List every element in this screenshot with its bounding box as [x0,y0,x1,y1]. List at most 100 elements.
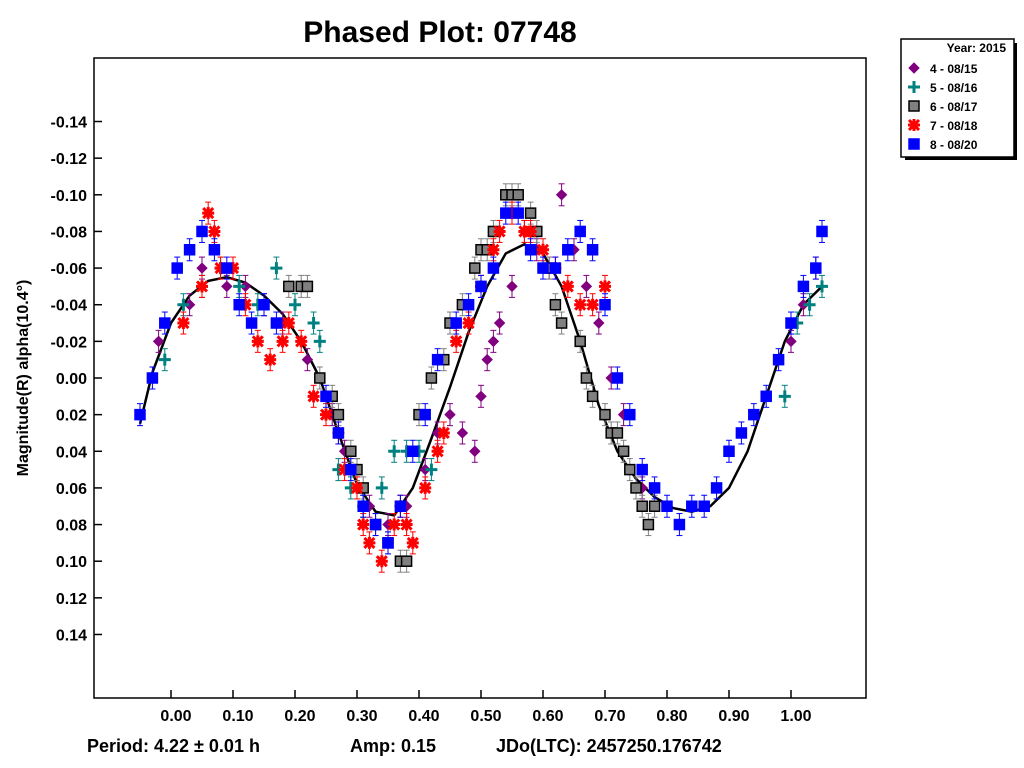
legend-symbol [908,81,920,93]
square-marker [487,262,500,274]
star-marker [431,445,444,458]
plus-marker [375,481,388,494]
diamond-marker [419,463,431,476]
diamond-marker [593,317,605,329]
data-point [375,476,388,500]
square-marker [450,317,462,329]
legend: Year: 2015 4 - 08/15 5 - 08/16 6 - 08/17 7 … [900,38,1017,160]
square-marker [407,445,419,458]
data-point [673,513,686,537]
legend-box [900,38,1015,158]
data-point [437,421,450,445]
star-marker [907,118,921,132]
square-marker [636,500,648,512]
data-point [239,293,252,317]
data-point [785,311,797,335]
data-point [816,274,828,298]
data-point [598,274,612,298]
chart-title: Phased Plot: 07748 [303,16,576,49]
y-tick-label: -0.08 [51,224,88,241]
diamond-marker [506,280,518,293]
period-label: Period: 4.22 ± 0.01 h [87,736,260,756]
square-marker [425,372,438,384]
data-point [301,274,314,298]
square-marker [810,262,822,274]
data-point [314,366,326,390]
diamond-marker [785,335,797,348]
star-marker [450,335,463,348]
diamond-marker [908,62,920,74]
diamond-marker [152,335,165,348]
star-marker [536,243,550,256]
data-point [624,458,636,482]
data-point [810,256,822,280]
x-tick-label: 0.40 [408,708,439,725]
data-point [735,421,748,445]
data-point [419,403,431,427]
data-point [803,293,816,317]
star-marker [518,225,531,238]
x-tick-label: 0.70 [594,708,625,725]
star-marker [419,481,432,494]
data-point [369,513,382,537]
square-marker [537,262,549,274]
data-point [562,238,574,262]
data-point [500,201,512,225]
square-marker [419,408,431,421]
data-point [593,311,605,335]
square-marker [661,500,673,512]
square-marker [400,555,413,567]
data-point [425,366,438,390]
square-marker [908,138,920,150]
square-marker [462,298,475,311]
plus-marker [289,298,301,311]
square-marker [369,518,382,531]
star-marker [505,207,519,220]
square-marker [630,482,642,494]
data-point [363,531,376,555]
data-point [636,458,648,482]
square-marker [283,280,295,293]
square-marker [586,390,599,403]
data-point [475,384,487,408]
x-tick-label: 0.00 [160,708,191,725]
square-marker [469,262,481,274]
diamond-marker [469,445,481,457]
square-marker [580,372,593,384]
series-5-08-16 [158,256,828,518]
square-marker [345,463,357,476]
data-point [400,549,413,573]
plus-marker [313,335,326,348]
data-point [407,439,419,463]
data-point [686,494,698,518]
star-marker [319,408,333,421]
data-point [524,238,537,262]
plus-marker [388,445,401,458]
data-point [301,348,314,372]
star-marker [239,298,252,311]
data-point [202,201,215,225]
x-axis: 0.00 0.10 0.20 0.30 0.40 0.50 0.60 0.70 0.80 0.90… [160,690,812,725]
star-marker [214,262,227,275]
square-marker [624,463,636,476]
star-marker [208,225,221,238]
square-marker [673,518,686,531]
data-point [760,384,772,408]
diamond-marker [797,299,810,311]
data-point [561,274,574,298]
star-marker [357,518,370,531]
series-8-08-20 [134,201,828,555]
data-point [574,293,587,317]
square-marker [562,244,574,256]
y-tick-label: 0.10 [56,554,87,571]
data-point [636,494,648,518]
data-point [537,256,549,280]
legend-symbol [907,118,921,132]
y-tick-label: 0.00 [56,371,87,388]
square-marker [772,353,785,366]
square-marker [698,500,710,512]
data-point [444,403,456,427]
data-point [797,274,810,298]
data-point [456,421,469,445]
star-marker [375,555,388,568]
